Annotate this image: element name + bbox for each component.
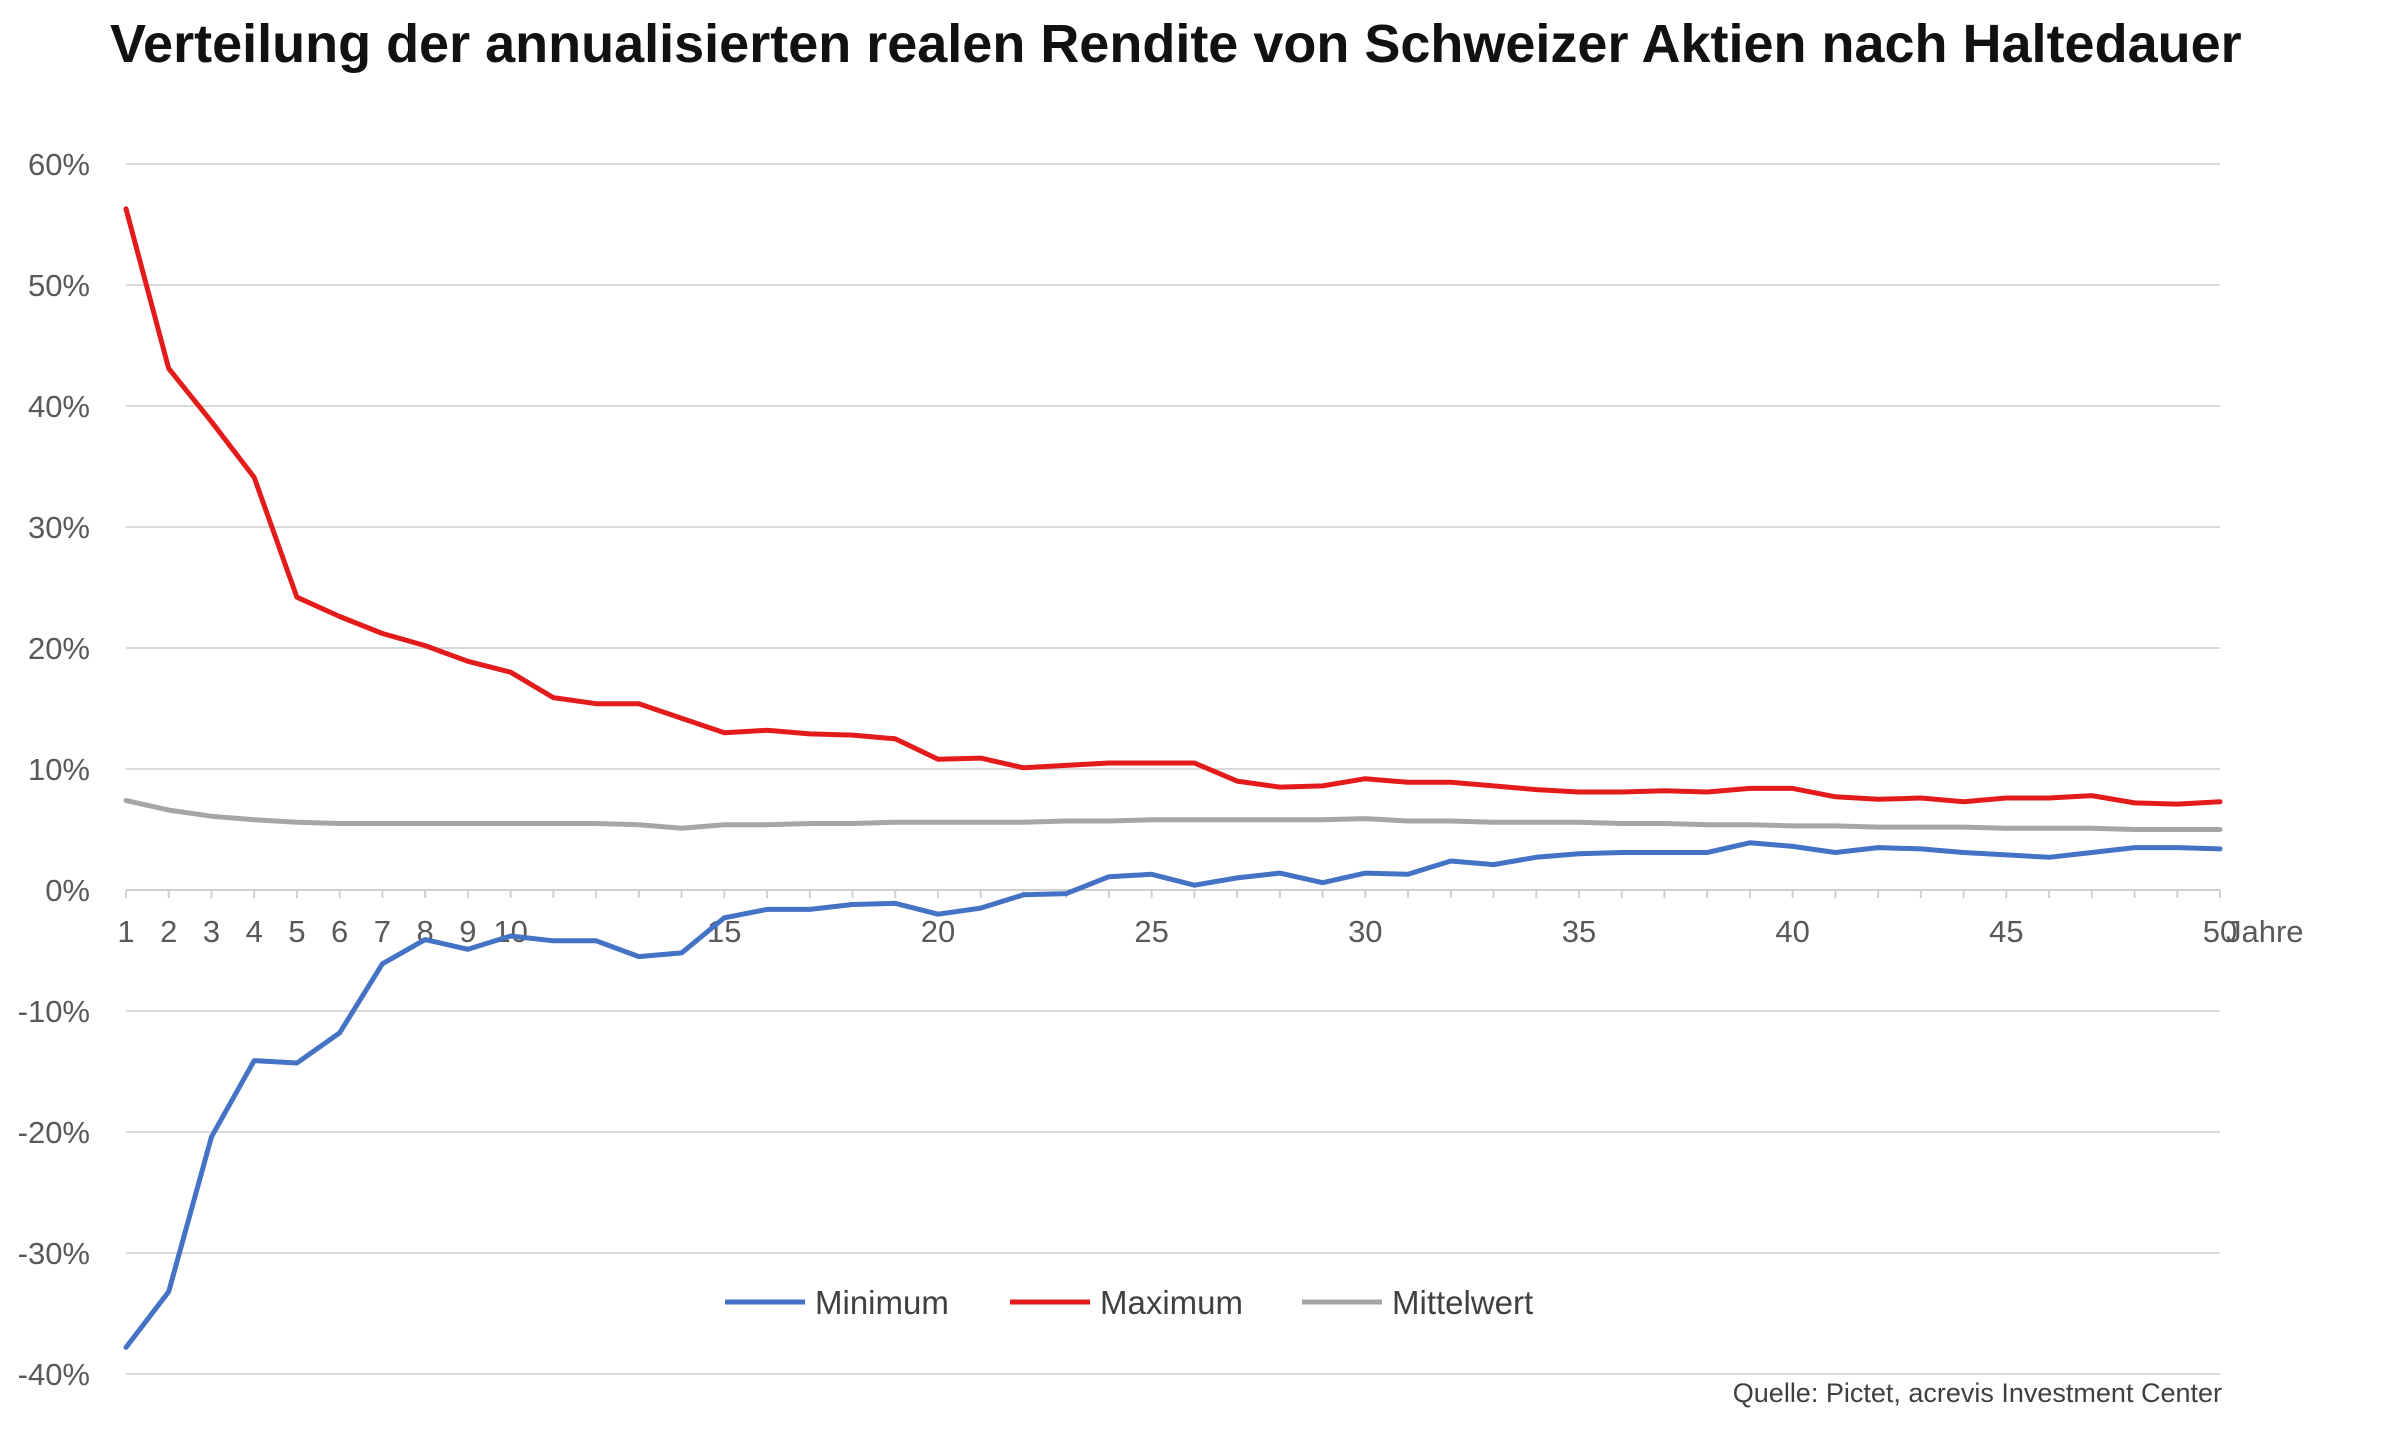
y-tick-label: -30% (18, 1236, 90, 1271)
x-tick-label: 9 (459, 914, 476, 949)
x-tick-label: 30 (1348, 914, 1382, 949)
chart-title: Verteilung der annualisierten realen Ren… (110, 14, 2242, 74)
y-tick-label: 0% (45, 873, 90, 908)
x-tick-label: 40 (1775, 914, 1809, 949)
y-tick-label: -20% (18, 1115, 90, 1150)
series-line-maximum (123, 206, 2223, 807)
y-tick-label: -40% (18, 1357, 90, 1392)
x-tick-label: 35 (1562, 914, 1596, 949)
x-tick-label: 6 (331, 914, 348, 949)
x-tick-label: 50 (2203, 914, 2237, 949)
legend-label-maximum: Maximum (1100, 1284, 1243, 1321)
source-note: Quelle: Pictet, acrevis Investment Cente… (1733, 1378, 2222, 1408)
x-tick-label: 5 (288, 914, 305, 949)
x-tick-label: 10 (493, 914, 527, 949)
y-tick-label: 10% (28, 752, 90, 787)
y-tick-label: 40% (28, 389, 90, 424)
series-line-mittelwert (123, 798, 2223, 832)
x-tick-label: 1 (117, 914, 134, 949)
legend-label-minimum: Minimum (815, 1284, 949, 1321)
series-line-minimum (123, 840, 2223, 1350)
x-axis-label: Jahre (2226, 914, 2304, 949)
x-tick-label: 20 (921, 914, 955, 949)
x-tick-label: 7 (374, 914, 391, 949)
y-axis-tick-labels: 60% 50% 40% 30% 20% 10% 0% -10% -20% -30% -40% (18, 147, 90, 1392)
x-axis-tick-labels: 1 2 3 4 5 6 7 8 9 10 15 20 25 30 35 40 45 50 (117, 914, 2237, 949)
x-tick-label: 2 (160, 914, 177, 949)
gridlines (125, 163, 2221, 1375)
y-tick-label: -10% (18, 994, 90, 1029)
y-tick-label: 20% (28, 631, 90, 666)
x-tick-label: 45 (1989, 914, 2023, 949)
x-tick-label: 3 (203, 914, 220, 949)
y-tick-label: 60% (28, 147, 90, 182)
y-tick-label: 50% (28, 268, 90, 303)
legend: Minimum Maximum Mittelwert (725, 1284, 1533, 1321)
series-lines (123, 206, 2223, 1350)
x-tick-label: 25 (1134, 914, 1168, 949)
legend-label-mittelwert: Mittelwert (1392, 1284, 1533, 1321)
x-tick-label: 4 (246, 914, 263, 949)
y-tick-label: 30% (28, 510, 90, 545)
